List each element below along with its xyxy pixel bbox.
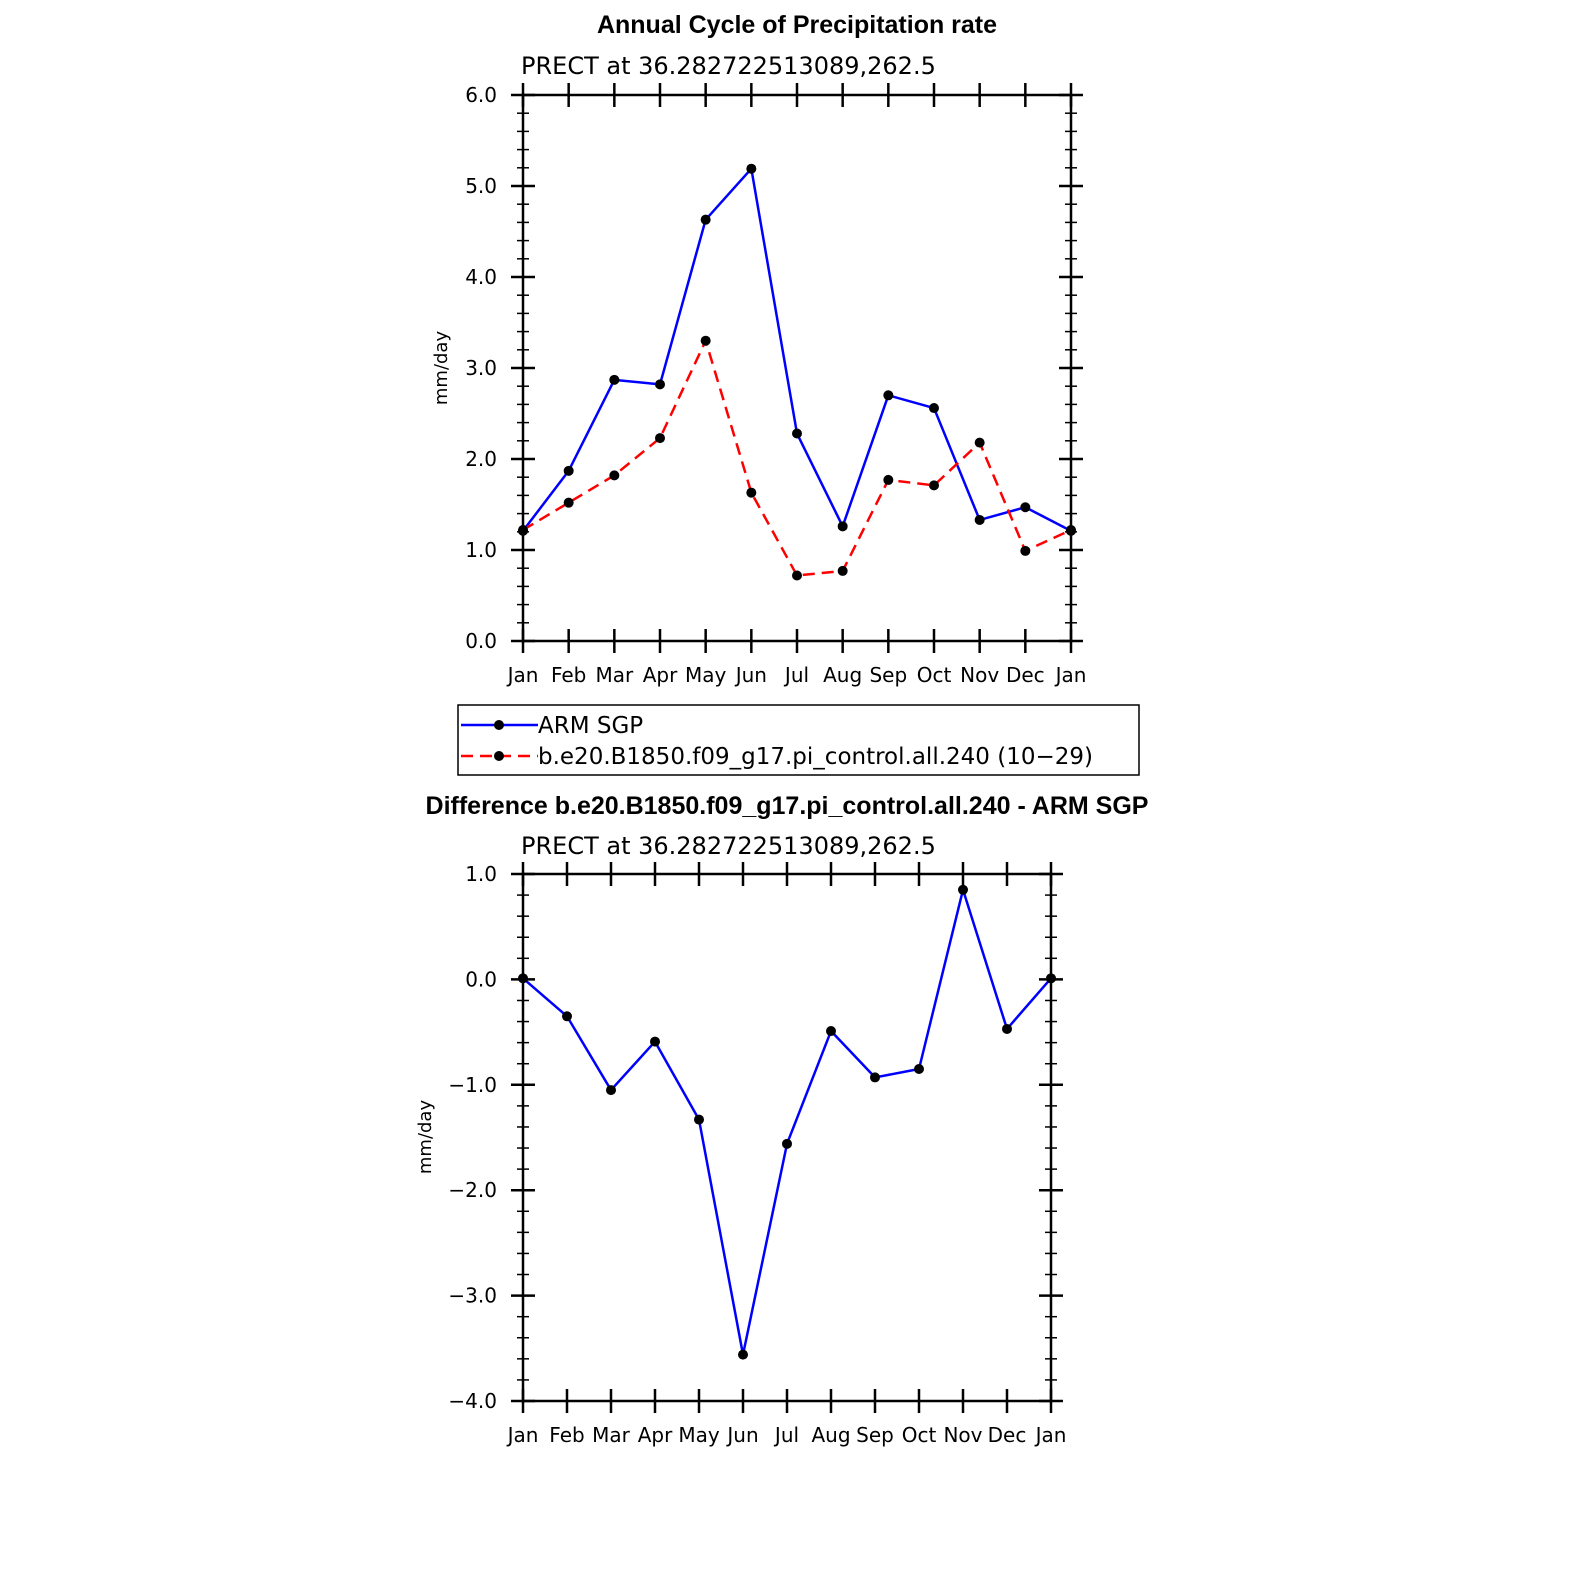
series-2-point: [746, 487, 757, 498]
x-tick-label: Apr: [643, 663, 678, 687]
series-1-point: [606, 1085, 616, 1096]
plot-frame: [521, 93, 1073, 643]
x-tick-label: Aug: [811, 1423, 850, 1447]
series-1-point: [746, 163, 757, 174]
series-1-point: [609, 374, 620, 385]
chart-title-bottom: Difference b.e20.B1850.f09_g17.pi_contro…: [426, 792, 1149, 820]
series-2-point: [1020, 545, 1031, 556]
series-1-point: [650, 1036, 660, 1047]
x-tick-label: Dec: [1006, 663, 1045, 687]
y-tick-label: 0.0: [465, 629, 497, 653]
series-2-point: [563, 497, 574, 508]
series-2-point: [883, 474, 894, 485]
y-tick-label: 4.0: [465, 265, 497, 289]
difference-chart: Difference b.e20.B1850.f09_g17.pi_contro…: [415, 792, 1148, 1447]
x-tick-label: Jan: [506, 1423, 539, 1447]
series-1-point: [1046, 973, 1056, 984]
x-tick-label: Jul: [773, 1423, 799, 1447]
series-1-point: [1020, 502, 1031, 513]
series-1-point: [870, 1072, 880, 1083]
y-tick-label: 6.0: [465, 83, 497, 107]
series-1-point: [738, 1349, 748, 1360]
x-tick-label: Dec: [988, 1423, 1027, 1447]
x-tick-label: Jun: [734, 663, 767, 687]
chart-subtitle-top: PRECT at 36.282722513089,262.5: [521, 52, 936, 80]
series-1-point: [782, 1138, 792, 1149]
series-2-point: [1066, 524, 1076, 535]
series-2-point: [837, 565, 848, 576]
series-2-point: [792, 570, 802, 581]
x-tick-label: Nov: [960, 663, 999, 687]
y-tick-label: 1.0: [465, 862, 497, 886]
y-tick-label: 2.0: [465, 447, 497, 471]
series-1-point: [837, 521, 848, 532]
y-axis-label-top: mm/day: [431, 331, 452, 406]
plot-area-bottom: −4.0 −3.0 −2.0 −1.0 0.0 1.0 Jan Feb Mar Apr May Jun…: [448, 862, 1066, 1447]
legend-marker-2: [494, 751, 504, 761]
series-1-point: [655, 379, 665, 390]
y-tick-label: −4.0: [448, 1389, 497, 1413]
x-tick-label: Oct: [902, 1423, 937, 1447]
series-2-point: [518, 524, 528, 535]
chart-title-top: Annual Cycle of Precipitation rate: [597, 11, 997, 39]
x-tick-label: Oct: [917, 663, 952, 687]
series-1-point: [929, 403, 939, 414]
series-1-point: [883, 390, 894, 401]
x-tick-label: Jul: [783, 663, 809, 687]
y-tick-label: 5.0: [465, 174, 497, 198]
series-1-point: [974, 514, 985, 525]
series-2-point: [929, 480, 939, 491]
chart-subtitle-bottom: PRECT at 36.282722513089,262.5: [521, 832, 936, 860]
series-1-point: [563, 465, 574, 476]
x-tick-label: Aug: [823, 663, 862, 687]
series-1-point: [694, 1114, 704, 1125]
y-tick-label: 1.0: [465, 538, 497, 562]
series-2-point: [609, 470, 620, 481]
series-2-point: [700, 335, 711, 346]
x-tick-label: Apr: [638, 1423, 673, 1447]
x-tick-label: Feb: [551, 663, 586, 687]
x-tick-label: Jan: [1034, 1423, 1067, 1447]
series-line-1: [522, 167, 1072, 532]
y-tick-label: −3.0: [448, 1284, 497, 1308]
y-tick-label: 3.0: [465, 356, 497, 380]
series-1-point: [700, 214, 711, 225]
series-1-point: [914, 1063, 924, 1074]
x-tick-label: May: [685, 663, 727, 687]
series-1-point: [562, 1011, 572, 1022]
legend-label-1: ARM SGP: [538, 713, 643, 739]
series-1-point: [1002, 1023, 1012, 1034]
x-tick-label: Nov: [943, 1423, 982, 1447]
plot-area-top: 0.0 1.0 2.0 3.0 4.0 5.0 6.0 Jan Feb Mar Apr May Jun J…: [465, 83, 1086, 687]
series-1-point: [518, 973, 528, 984]
x-tick-label: Jan: [1054, 663, 1087, 687]
series-line-2: [522, 339, 1072, 577]
y-tick-label: −2.0: [448, 1178, 497, 1202]
series-1-point: [826, 1026, 836, 1037]
legend: ARM SGP b.e20.B1850.f09_g17.pi_control.al…: [457, 704, 1140, 776]
x-tick-label: Sep: [869, 663, 907, 687]
series-2-point: [974, 437, 985, 448]
legend-box: [457, 704, 1140, 776]
series-1-point: [792, 428, 802, 439]
series-line-1: [522, 888, 1052, 1356]
y-tick-label: −1.0: [448, 1073, 497, 1097]
plot-frame: [521, 872, 1053, 1403]
y-axis-label-bottom: mm/day: [415, 1100, 436, 1175]
series-1-point: [958, 884, 968, 895]
x-tick-label: Jan: [506, 663, 539, 687]
x-tick-label: May: [678, 1423, 720, 1447]
x-tick-label: Mar: [595, 663, 634, 687]
legend-marker-1: [494, 720, 504, 730]
legend-label-2: b.e20.B1850.f09_g17.pi_control.all.240 (…: [538, 744, 1093, 770]
precipitation-annual-cycle-chart: Annual Cycle of Precipitation rate PRECT…: [431, 11, 1140, 776]
x-tick-label: Sep: [856, 1423, 894, 1447]
series-2-point: [655, 433, 665, 444]
x-tick-label: Mar: [592, 1423, 631, 1447]
x-tick-label: Jun: [725, 1423, 758, 1447]
x-tick-label: Feb: [549, 1423, 584, 1447]
y-tick-label: 0.0: [465, 967, 497, 991]
